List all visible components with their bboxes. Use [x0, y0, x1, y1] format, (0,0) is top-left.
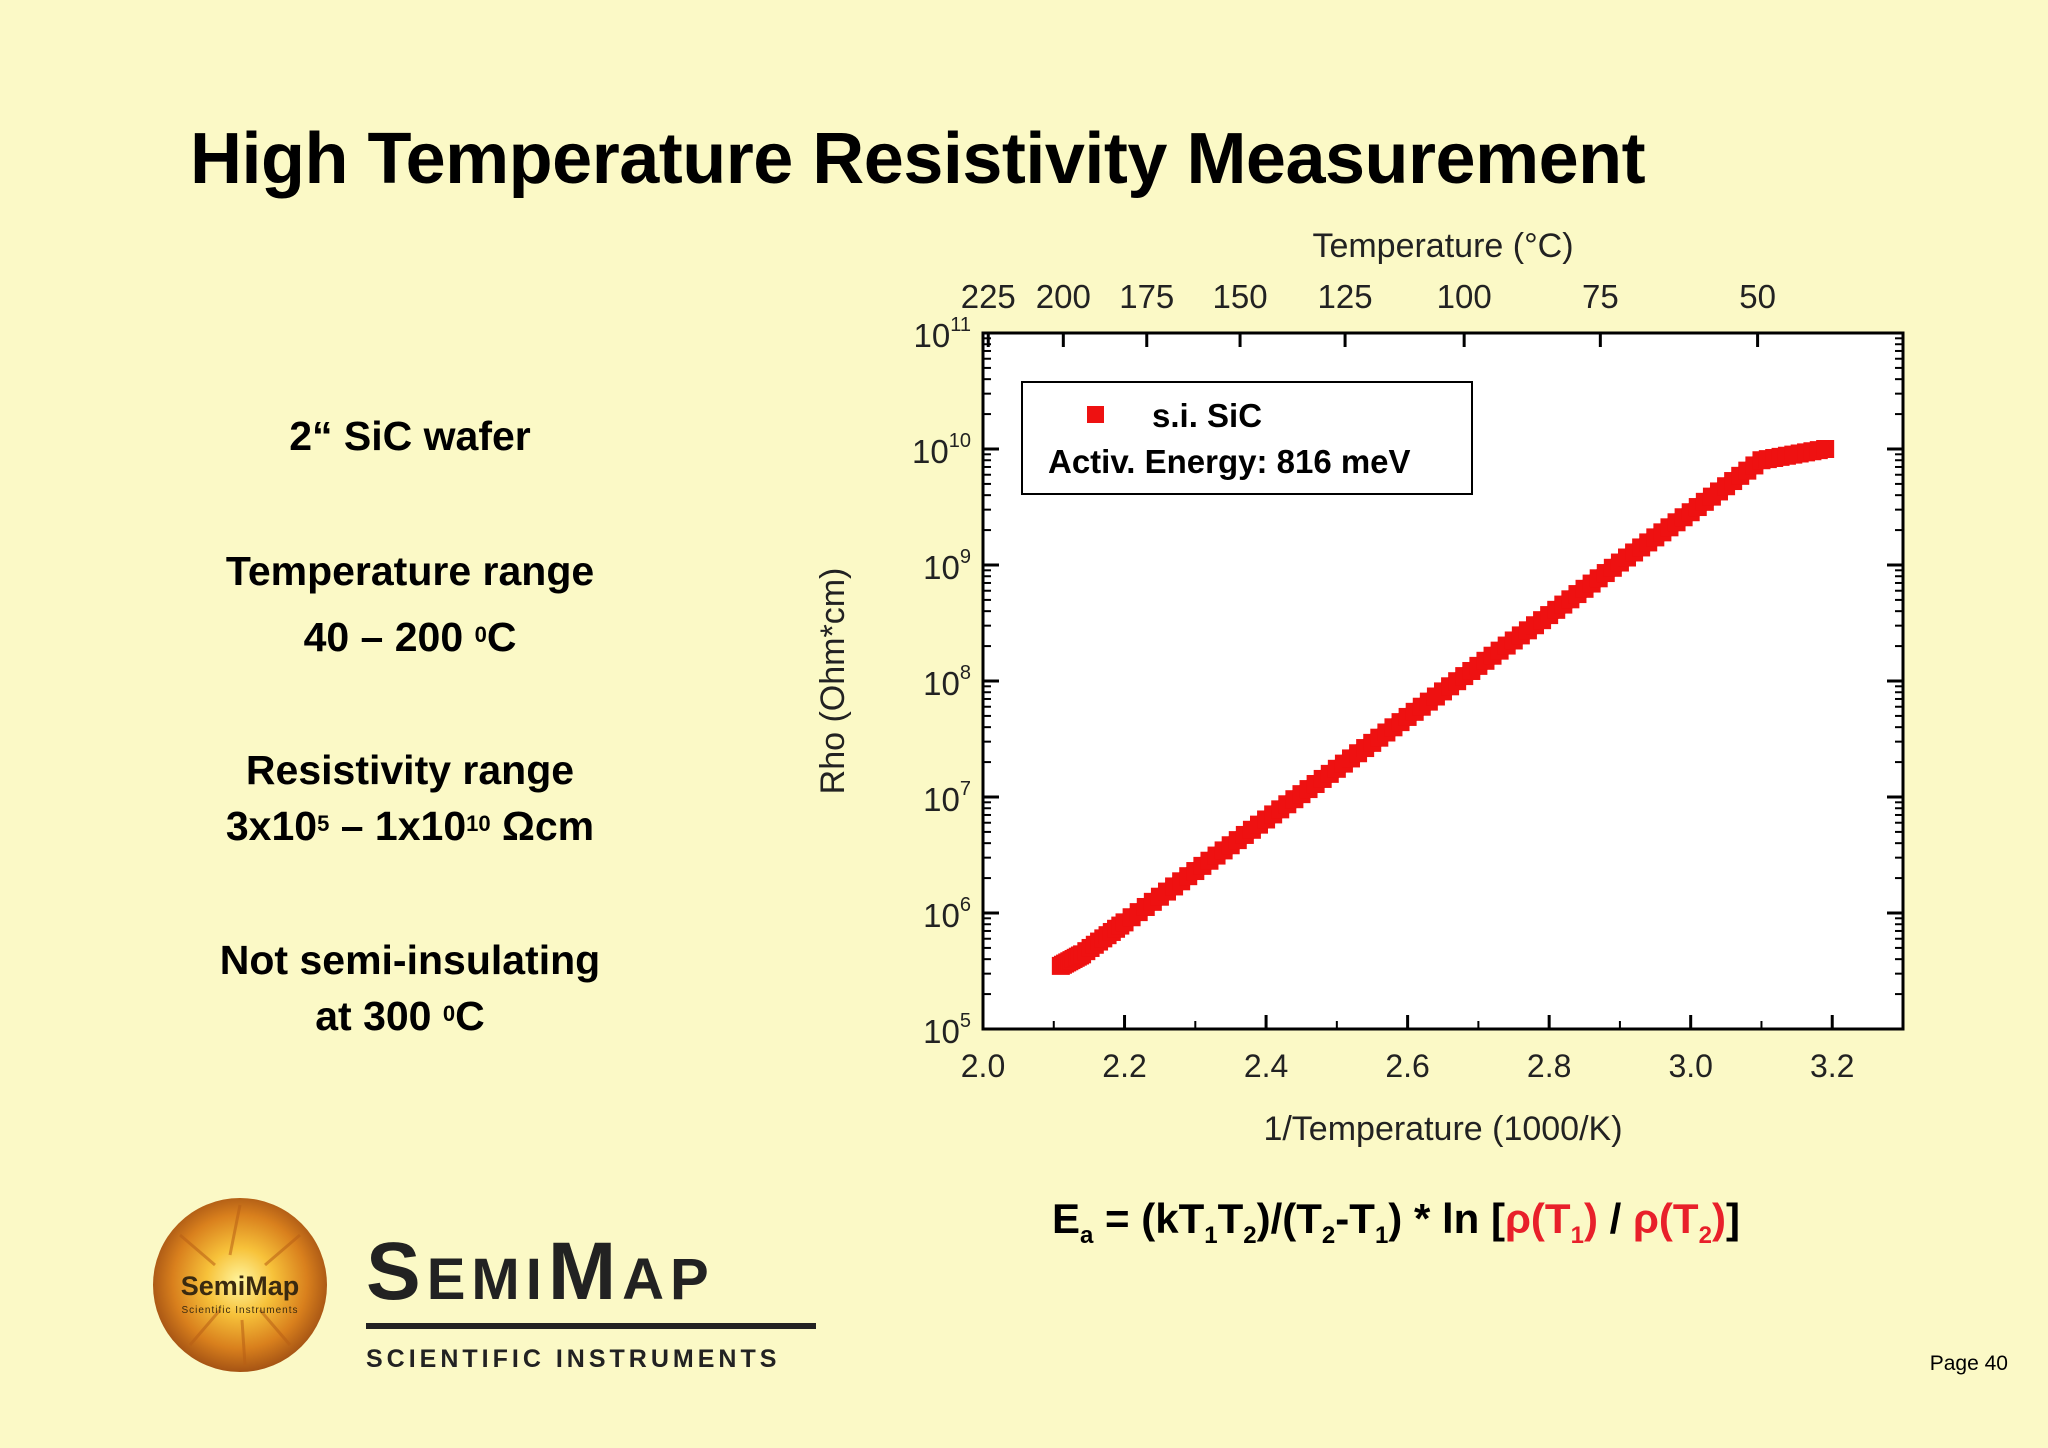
x-tick-label: 2.4: [1244, 1048, 1288, 1084]
legend-marker: [1087, 406, 1104, 423]
x-tick-label: 3.2: [1810, 1048, 1854, 1084]
temperature-range-heading: Temperature range: [225, 548, 595, 594]
not-semi-insulating-line2: at 300 0C: [315, 993, 485, 1039]
page-number: Page 40: [1929, 1352, 2008, 1375]
top-tick-label: 100: [1437, 278, 1492, 315]
top-tick-label: 225: [961, 278, 1016, 315]
legend-label: s.i. SiC: [1152, 397, 1262, 434]
x-tick-label: 2.2: [1102, 1048, 1146, 1084]
temperature-range-block: Temperature range 40 – 200 0C: [150, 543, 670, 665]
y-tick-label: 1011: [914, 314, 971, 354]
resistivity-range-value: 3x105 – 1x1010 Ωcm: [225, 803, 595, 849]
x-tick-label: 2.8: [1527, 1048, 1571, 1084]
y-axis-title: Rho (Ohm*cm): [814, 568, 852, 795]
semimap-wordmark: SEMIMAP SCIENTIFIC INSTRUMENTS: [366, 1225, 816, 1374]
top-tick-label: 175: [1119, 278, 1174, 315]
not-semi-insulating-line1: Not semi-insulating: [219, 937, 601, 983]
legend-note: Activ. Energy: 816 meV: [1048, 443, 1411, 480]
y-tick-label: 106: [923, 894, 971, 934]
not-semi-insulating-block: Not semi-insulating at 300 0C: [150, 932, 670, 1044]
y-tick-label: 105: [923, 1010, 971, 1050]
slide-title: High Temperature Resistivity Measurement: [190, 119, 1646, 199]
temperature-range-value: 40 – 200 0C: [303, 614, 517, 660]
data-point: [1816, 440, 1835, 458]
y-tick-label: 109: [923, 546, 971, 586]
brand-underline: [366, 1323, 816, 1329]
y-tick-label: 1010: [912, 430, 971, 470]
semimap-badge-logo: SemiMap Scientific Instruments: [150, 1195, 330, 1380]
resistivity-range-block: Resistivity range 3x105 – 1x1010 Ωcm: [150, 742, 670, 854]
x-axis-title: 1/Temperature (1000/K): [1263, 1110, 1622, 1148]
top-tick-label: 150: [1213, 278, 1268, 315]
top-tick-label: 50: [1739, 278, 1776, 315]
badge-name-text: SemiMap: [181, 1271, 300, 1301]
resistivity-range-heading: Resistivity range: [245, 747, 575, 793]
brand-name: SEMIMAP: [366, 1226, 715, 1317]
brand-subtitle: SCIENTIFIC INSTRUMENTS: [366, 1345, 781, 1373]
top-tick-label: 75: [1582, 278, 1619, 315]
badge-subtitle-text: Scientific Instruments: [181, 1305, 298, 1316]
y-tick-label: 107: [923, 778, 971, 818]
wafer-text: 2“ SiC wafer: [289, 413, 531, 459]
x-tick-label: 2.0: [961, 1048, 1005, 1084]
x-tick-label: 3.0: [1668, 1048, 1712, 1084]
legend-box: [1021, 381, 1473, 495]
activation-energy-formula: Ea = (kT1T2)/(T2-T1) * ln [ρ(T1) / ρ(T2)…: [1052, 1195, 1740, 1249]
wafer-label: 2“ SiC wafer: [150, 408, 670, 464]
top-tick-label: 125: [1318, 278, 1373, 315]
top-axis-title: Temperature (°C): [1312, 227, 1573, 265]
y-tick-label: 108: [923, 662, 971, 702]
top-tick-label: 200: [1036, 278, 1091, 315]
x-tick-label: 2.6: [1385, 1048, 1429, 1084]
